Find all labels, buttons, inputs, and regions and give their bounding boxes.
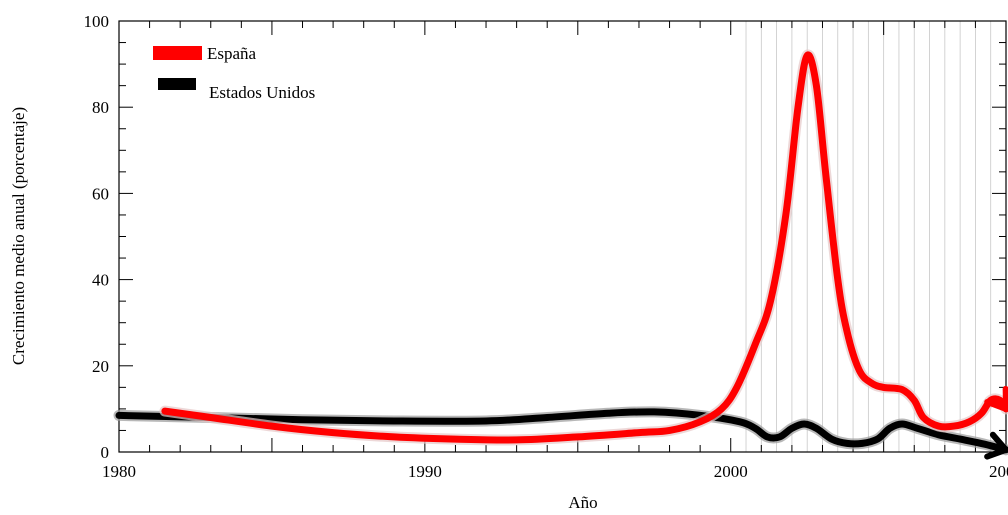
x-axis-title: Año (568, 493, 597, 512)
x-tick-label: 1980 (102, 462, 136, 481)
legend-label-usa: Estados Unidos (209, 83, 315, 102)
y-tick-label: 40 (92, 271, 109, 290)
series-halo-spain (159, 49, 1008, 446)
series-line-spain (161, 51, 1008, 444)
x-tick-label: 2009 (989, 462, 1008, 481)
y-tick-label: 100 (84, 12, 110, 31)
series-arrow-usa (984, 431, 1008, 460)
legend-swatch-usa (158, 78, 196, 90)
y-tick-label: 0 (101, 443, 110, 462)
y-tick-label: 60 (92, 184, 109, 203)
series-lines (113, 49, 1008, 460)
y-tick-label: 80 (92, 98, 109, 117)
legend: España Estados Unidos (153, 44, 315, 102)
x-tick-label: 1990 (408, 462, 442, 481)
series-arrow-spain (984, 385, 1008, 412)
y-tick-label: 20 (92, 357, 109, 376)
legend-swatch-spain (153, 46, 202, 60)
y-axis-title: Crecimiento medio anual (porcentaje) (9, 107, 28, 365)
axis-ticks: 0 20 40 60 80 100 1980 1990 2000 2009 (84, 12, 1008, 481)
x-tick-label: 2000 (714, 462, 748, 481)
series-line-usa (115, 408, 1008, 454)
legend-label-spain: España (207, 44, 257, 63)
